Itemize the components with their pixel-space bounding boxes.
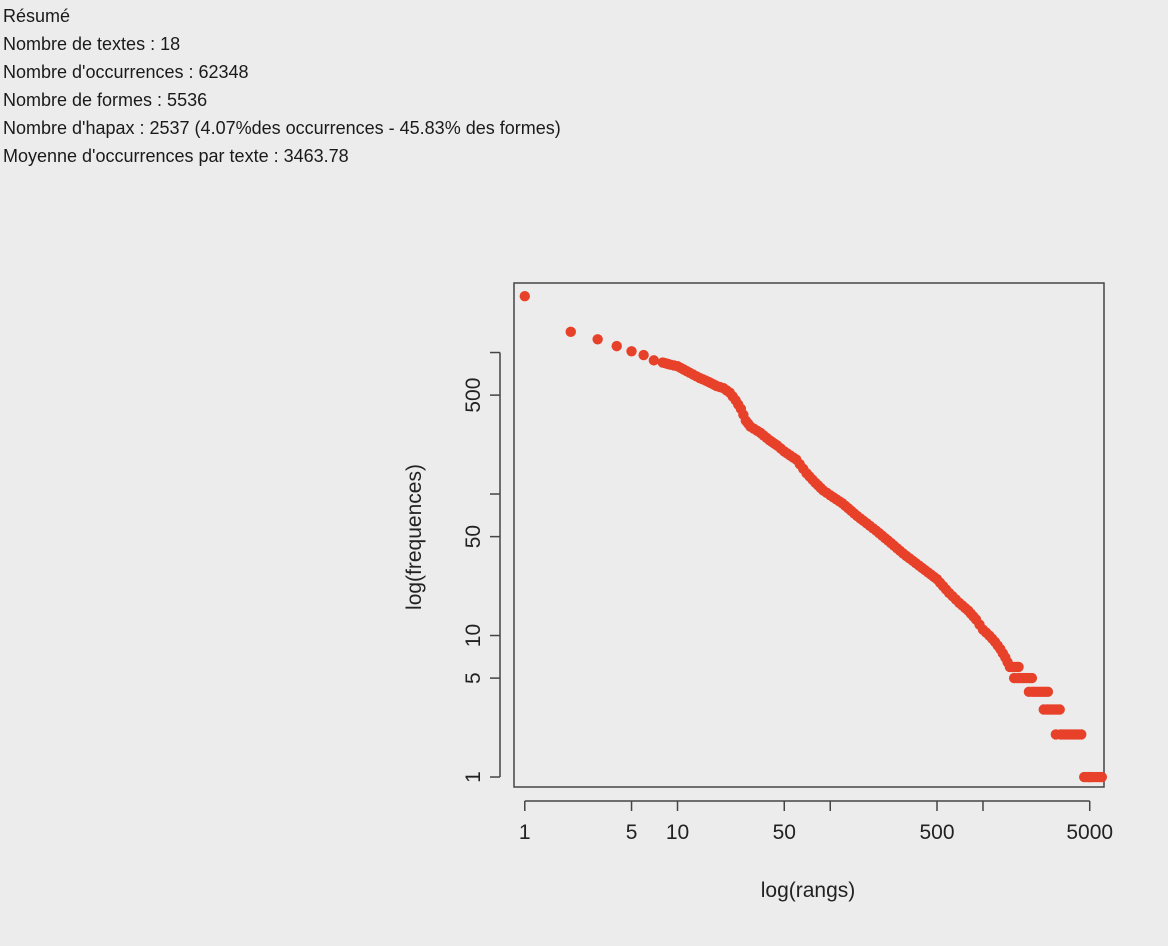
plot-area — [513, 282, 1105, 788]
summary-line-forms: Nombre de formes : 5536 — [3, 90, 208, 110]
y-tick-label: 5 — [462, 672, 485, 684]
y-tick-label: 500 — [462, 378, 485, 413]
data-point — [648, 355, 660, 366]
data-point — [519, 291, 530, 302]
summary-line-texts: Nombre de textes : 18 — [3, 34, 181, 54]
x-axis: 1 5 10 50 500 5000 — [519, 800, 1113, 844]
data-point — [1026, 672, 1038, 684]
x-tick-label: 1 — [519, 821, 531, 844]
data-point — [626, 346, 637, 357]
y-tick-label: 50 — [462, 525, 485, 548]
data-point — [565, 326, 576, 338]
x-axis-label: log(rangs) — [761, 879, 856, 902]
x-tick-label: 10 — [666, 821, 689, 844]
data-point — [592, 334, 603, 345]
data-point — [1042, 686, 1054, 698]
data-point — [1054, 704, 1065, 715]
y-tick-label: 1 — [462, 771, 485, 783]
y-axis: 1 5 10 50 500 — [462, 351, 501, 783]
data-point — [611, 340, 622, 352]
y-axis-label: log(frequences) — [403, 464, 426, 610]
summary-panel: Résumé Nombre de textes : 18 Nombre d'oc… — [3, 2, 561, 170]
summary-line-occurrences: Nombre d'occurrences : 62348 — [3, 62, 249, 82]
x-tick-label: 5 — [626, 821, 638, 844]
data-point — [1076, 729, 1087, 740]
plot-frame — [513, 282, 1105, 788]
data-points — [519, 291, 1108, 783]
data-point — [638, 349, 649, 361]
summary-line-hapax: Nombre d'hapax : 2537 (4.07%des occurren… — [3, 118, 561, 138]
data-point — [1096, 771, 1108, 783]
x-tick-label: 5000 — [1066, 821, 1113, 844]
summary-line-mean: Moyenne d'occurrences par texte : 3463.7… — [3, 146, 349, 166]
summary-title: Résumé — [3, 6, 71, 26]
y-tick-label: 10 — [462, 624, 485, 647]
x-tick-label: 50 — [773, 821, 796, 844]
data-point — [1013, 661, 1024, 673]
x-tick-label: 500 — [919, 821, 954, 844]
